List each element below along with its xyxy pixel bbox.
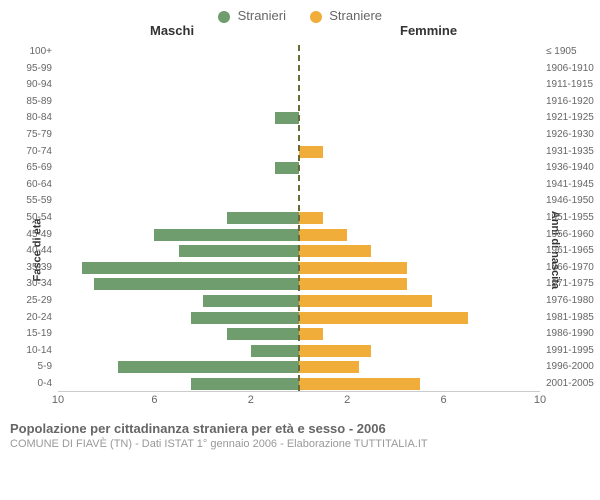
bar-male	[179, 245, 300, 257]
age-label: 15-19	[26, 328, 52, 339]
bar-male	[94, 278, 299, 290]
legend-item-male: Stranieri	[218, 8, 286, 23]
bar-male	[82, 262, 299, 274]
birth-label: 1921-1925	[546, 112, 594, 123]
bar-male	[275, 112, 299, 124]
birth-label: 1991-1995	[546, 345, 594, 356]
age-label: 40-44	[26, 245, 52, 256]
x-axis-line	[58, 391, 540, 392]
bar-female	[299, 345, 371, 357]
column-headers: Maschi Femmine	[0, 23, 600, 41]
caption-subtitle: COMUNE DI FIAVÈ (TN) - Dati ISTAT 1° gen…	[10, 438, 590, 450]
chart-area: 100+≤ 190595-991906-191090-941911-191585…	[58, 45, 540, 415]
age-label: 20-24	[26, 312, 52, 323]
bar-female	[299, 262, 407, 274]
bar-female	[299, 146, 323, 158]
birth-label: 1931-1935	[546, 146, 594, 157]
birth-label: 1971-1975	[546, 278, 594, 289]
age-label: 55-59	[26, 195, 52, 206]
bar-female	[299, 212, 323, 224]
birth-label: 1981-1985	[546, 312, 594, 323]
birth-label: 1966-1970	[546, 262, 594, 273]
x-axis: 10622610	[58, 391, 540, 415]
bar-female	[299, 245, 371, 257]
age-label: 5-9	[38, 361, 52, 372]
age-label: 90-94	[26, 79, 52, 90]
bar-male	[275, 162, 299, 174]
legend-swatch-male	[218, 11, 230, 23]
bar-male	[227, 328, 299, 340]
birth-label: 1926-1930	[546, 129, 594, 140]
age-label: 0-4	[38, 378, 52, 389]
birth-label: 1961-1965	[546, 245, 594, 256]
bar-male	[251, 345, 299, 357]
header-male: Maschi	[150, 23, 194, 38]
age-label: 70-74	[26, 146, 52, 157]
birth-label: 1916-1920	[546, 96, 594, 107]
age-label: 75-79	[26, 129, 52, 140]
birth-label: 1951-1955	[546, 212, 594, 223]
birth-label: 1911-1915	[546, 79, 593, 90]
age-label: 50-54	[26, 212, 52, 223]
age-label: 65-69	[26, 162, 52, 173]
age-label: 100+	[29, 46, 52, 57]
bar-female	[299, 328, 323, 340]
x-tick: 10	[534, 394, 546, 406]
birth-label: 1956-1960	[546, 229, 594, 240]
pyramid-chart: Stranieri Straniere Maschi Femmine Fasce…	[0, 0, 600, 500]
bar-female	[299, 378, 420, 390]
birth-label: 1986-1990	[546, 328, 594, 339]
birth-label: 1941-1945	[546, 179, 594, 190]
bar-female	[299, 278, 407, 290]
age-label: 30-34	[26, 278, 52, 289]
x-tick: 6	[441, 394, 447, 406]
birth-label: 1906-1910	[546, 63, 594, 74]
legend-item-female: Straniere	[310, 8, 382, 23]
bar-female	[299, 361, 359, 373]
age-label: 85-89	[26, 96, 52, 107]
birth-label: 1946-1950	[546, 195, 594, 206]
x-tick: 2	[248, 394, 254, 406]
age-label: 25-29	[26, 295, 52, 306]
legend-label-male: Stranieri	[238, 8, 286, 23]
bar-male	[191, 378, 299, 390]
bar-female	[299, 295, 432, 307]
birth-label: 2001-2005	[546, 378, 594, 389]
bar-male	[118, 361, 299, 373]
age-label: 45-49	[26, 229, 52, 240]
bar-male	[191, 312, 299, 324]
age-label: 80-84	[26, 112, 52, 123]
birth-label: 1996-2000	[546, 361, 594, 372]
bar-male	[227, 212, 299, 224]
birth-label: 1976-1980	[546, 295, 594, 306]
bar-male	[203, 295, 299, 307]
legend-label-female: Straniere	[329, 8, 382, 23]
bar-female	[299, 229, 347, 241]
x-tick: 10	[52, 394, 64, 406]
age-label: 35-39	[26, 262, 52, 273]
age-label: 95-99	[26, 63, 52, 74]
birth-label: 1936-1940	[546, 162, 594, 173]
caption-title: Popolazione per cittadinanza straniera p…	[10, 421, 590, 436]
x-tick: 2	[344, 394, 350, 406]
age-label: 60-64	[26, 179, 52, 190]
age-label: 10-14	[26, 345, 52, 356]
center-line	[298, 45, 300, 391]
caption: Popolazione per cittadinanza straniera p…	[10, 421, 590, 450]
birth-label: ≤ 1905	[546, 46, 577, 57]
bar-male	[154, 229, 299, 241]
bar-female	[299, 312, 468, 324]
x-tick: 6	[151, 394, 157, 406]
legend: Stranieri Straniere	[0, 0, 600, 23]
legend-swatch-female	[310, 11, 322, 23]
header-female: Femmine	[400, 23, 457, 38]
